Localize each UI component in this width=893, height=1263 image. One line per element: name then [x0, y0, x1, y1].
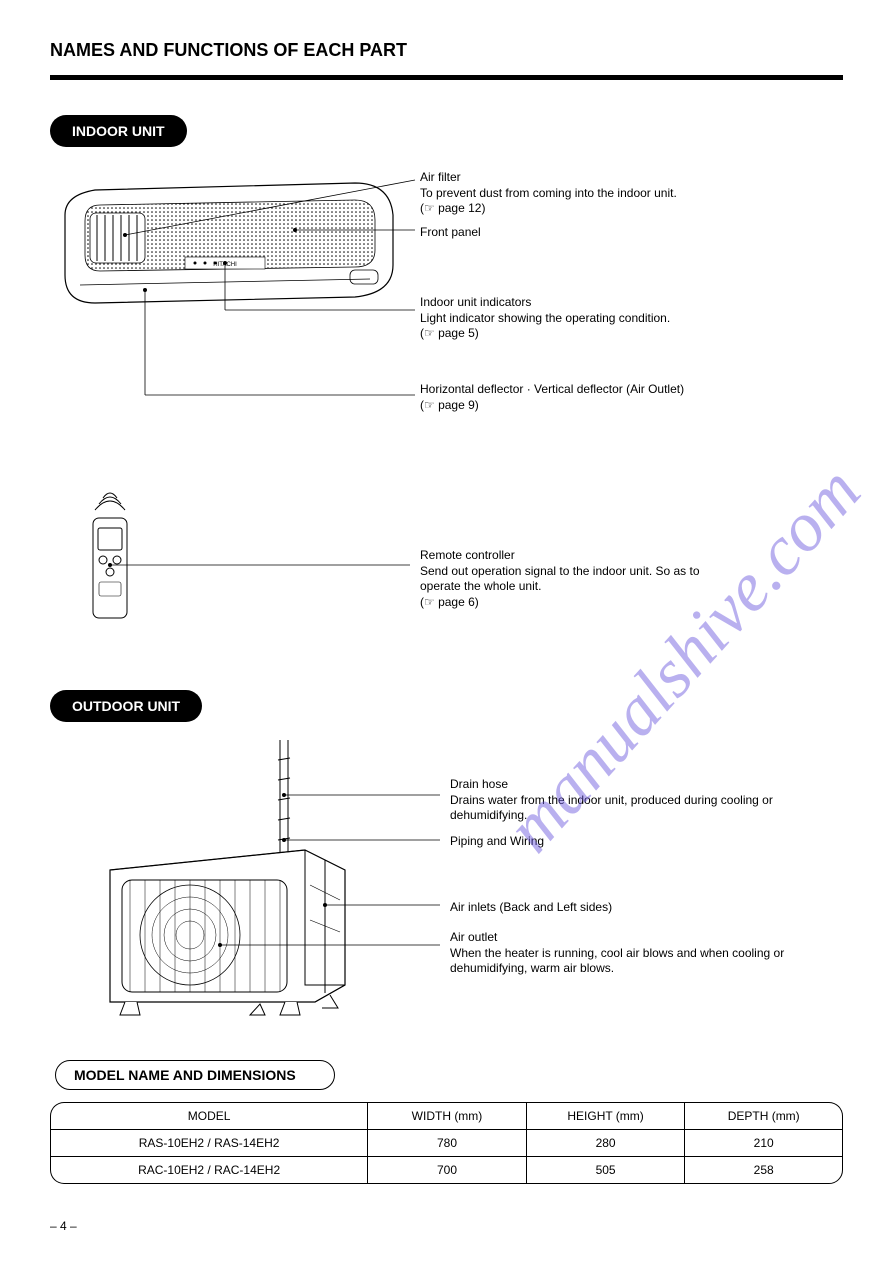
col-depth: DEPTH (mm) — [684, 1102, 843, 1129]
callout-air-inlets: Air inlets (Back and Left sides) — [450, 900, 612, 916]
callout-indicators: Indoor unit indicators Light indicator s… — [420, 295, 770, 342]
indoor-unit-illustration: HITACHI — [55, 175, 400, 315]
cell: 280 — [526, 1129, 685, 1156]
callout-hdeflector: Horizontal deflector · Vertical deflecto… — [420, 382, 820, 413]
callout-front-panel: Front panel — [420, 225, 481, 241]
cell: 505 — [526, 1156, 685, 1184]
cell: RAS-10EH2 / RAS-14EH2 — [50, 1129, 367, 1156]
indoor-section-label: INDOOR UNIT — [50, 115, 187, 147]
page-title: NAMES AND FUNCTIONS OF EACH PART — [50, 40, 843, 61]
callout-air-filter: Air filter To prevent dust from coming i… — [420, 170, 720, 217]
col-model: MODEL — [50, 1102, 367, 1129]
page-number: – 4 – — [50, 1219, 77, 1233]
cell: RAC-10EH2 / RAC-14EH2 — [50, 1156, 367, 1184]
callout-piping: Piping and Wiring — [450, 834, 544, 850]
outdoor-unit-illustration — [90, 740, 390, 1020]
cell: 780 — [367, 1129, 526, 1156]
callout-remote: Remote controller Send out operation sig… — [420, 548, 820, 610]
callout-drain-hose: Drain hose Drains water from the indoor … — [450, 777, 850, 824]
header-rule — [50, 75, 843, 80]
callout-air-outlet: Air outlet When the heater is running, c… — [450, 930, 850, 977]
model-dimensions-table: MODEL WIDTH (mm) HEIGHT (mm) DEPTH (mm) … — [50, 1102, 843, 1184]
table-header-row: MODEL WIDTH (mm) HEIGHT (mm) DEPTH (mm) — [50, 1102, 843, 1129]
col-height: HEIGHT (mm) — [526, 1102, 685, 1129]
cell: 258 — [684, 1156, 843, 1184]
remote-controller-illustration — [85, 490, 145, 630]
table-row: RAS-10EH2 / RAS-14EH2 780 280 210 — [50, 1129, 843, 1156]
col-width: WIDTH (mm) — [367, 1102, 526, 1129]
cell: 210 — [684, 1129, 843, 1156]
cell: 700 — [367, 1156, 526, 1184]
model-section-label: MODEL NAME AND DIMENSIONS — [55, 1060, 335, 1090]
outdoor-section-label: OUTDOOR UNIT — [50, 690, 202, 722]
table-row: RAC-10EH2 / RAC-14EH2 700 505 258 — [50, 1156, 843, 1184]
